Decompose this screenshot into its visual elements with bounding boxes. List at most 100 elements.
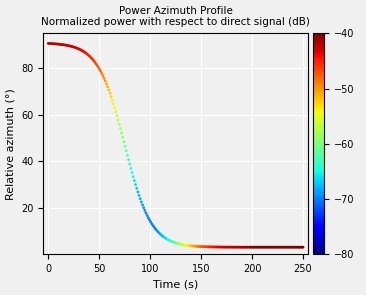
X-axis label: Time (s): Time (s) [153,279,198,289]
Point [112,105,117,110]
Point [170,240,176,244]
Point [219,245,224,249]
Point [116,122,122,127]
Point [243,245,249,250]
Point [176,241,182,246]
Point [129,170,135,175]
Point [193,244,199,249]
Point [212,245,217,249]
Point [115,118,121,122]
Point [201,244,207,249]
Point [222,245,228,250]
Point [146,217,152,222]
Point [111,101,116,106]
Point [145,215,151,220]
Point [127,162,132,166]
Y-axis label: Relative azimuth (°): Relative azimuth (°) [5,88,16,200]
Point [263,245,269,250]
Point [58,42,64,47]
Point [294,245,300,250]
Point [190,244,195,248]
Point [293,245,299,250]
Point [278,245,284,250]
Point [123,148,129,153]
Point [53,42,59,46]
Point [57,42,63,47]
Point [168,239,173,243]
Point [229,245,235,250]
Point [138,199,144,204]
Point [266,245,272,250]
Point [85,52,91,57]
Point [159,234,165,238]
Point [61,42,67,47]
Point [91,58,97,63]
Point [141,205,147,210]
Point [197,244,202,249]
Point [291,245,296,250]
Point [67,44,73,48]
Point [246,245,251,250]
Point [101,76,107,81]
Point [185,243,191,248]
Point [92,60,98,65]
Point [109,98,115,103]
Point [223,245,229,250]
Point [257,245,263,250]
Point [46,41,52,46]
Point [74,46,80,51]
Point [56,42,62,47]
Point [300,245,306,250]
Point [283,245,288,250]
Point [105,84,111,89]
Point [230,245,236,250]
Point [98,69,104,74]
Point [186,243,192,248]
Point [184,243,190,248]
Point [299,245,305,250]
Point [198,244,203,249]
Point [228,245,234,250]
Point [48,41,53,46]
Point [238,245,244,250]
Point [80,49,86,54]
Point [214,245,220,249]
Point [296,245,302,250]
Point [50,41,56,46]
Point [251,245,257,250]
Point [77,47,83,52]
Point [155,229,161,234]
Point [191,244,197,248]
Point [249,245,255,250]
Point [121,140,127,144]
Point [164,237,170,241]
Point [165,237,171,242]
Point [172,240,178,245]
Point [136,193,142,198]
Point [237,245,243,250]
Point [144,213,150,218]
Point [271,245,277,250]
Point [152,226,158,231]
Point [231,245,237,250]
Point [63,43,69,47]
Point [209,245,215,249]
Point [200,244,206,249]
Point [169,239,175,244]
Point [234,245,240,250]
Point [51,41,57,46]
Point [158,232,164,237]
Point [150,223,156,228]
Point [244,245,250,250]
Point [203,245,209,249]
Point [119,131,124,135]
Point [259,245,265,250]
Point [195,244,201,249]
Point [107,91,113,96]
Point [69,44,75,49]
Point [273,245,279,250]
Point [183,243,188,248]
Point [272,245,278,250]
Title: Power Azimuth Profile
Normalized power with respect to direct signal (dB): Power Azimuth Profile Normalized power w… [41,6,310,27]
Point [221,245,227,250]
